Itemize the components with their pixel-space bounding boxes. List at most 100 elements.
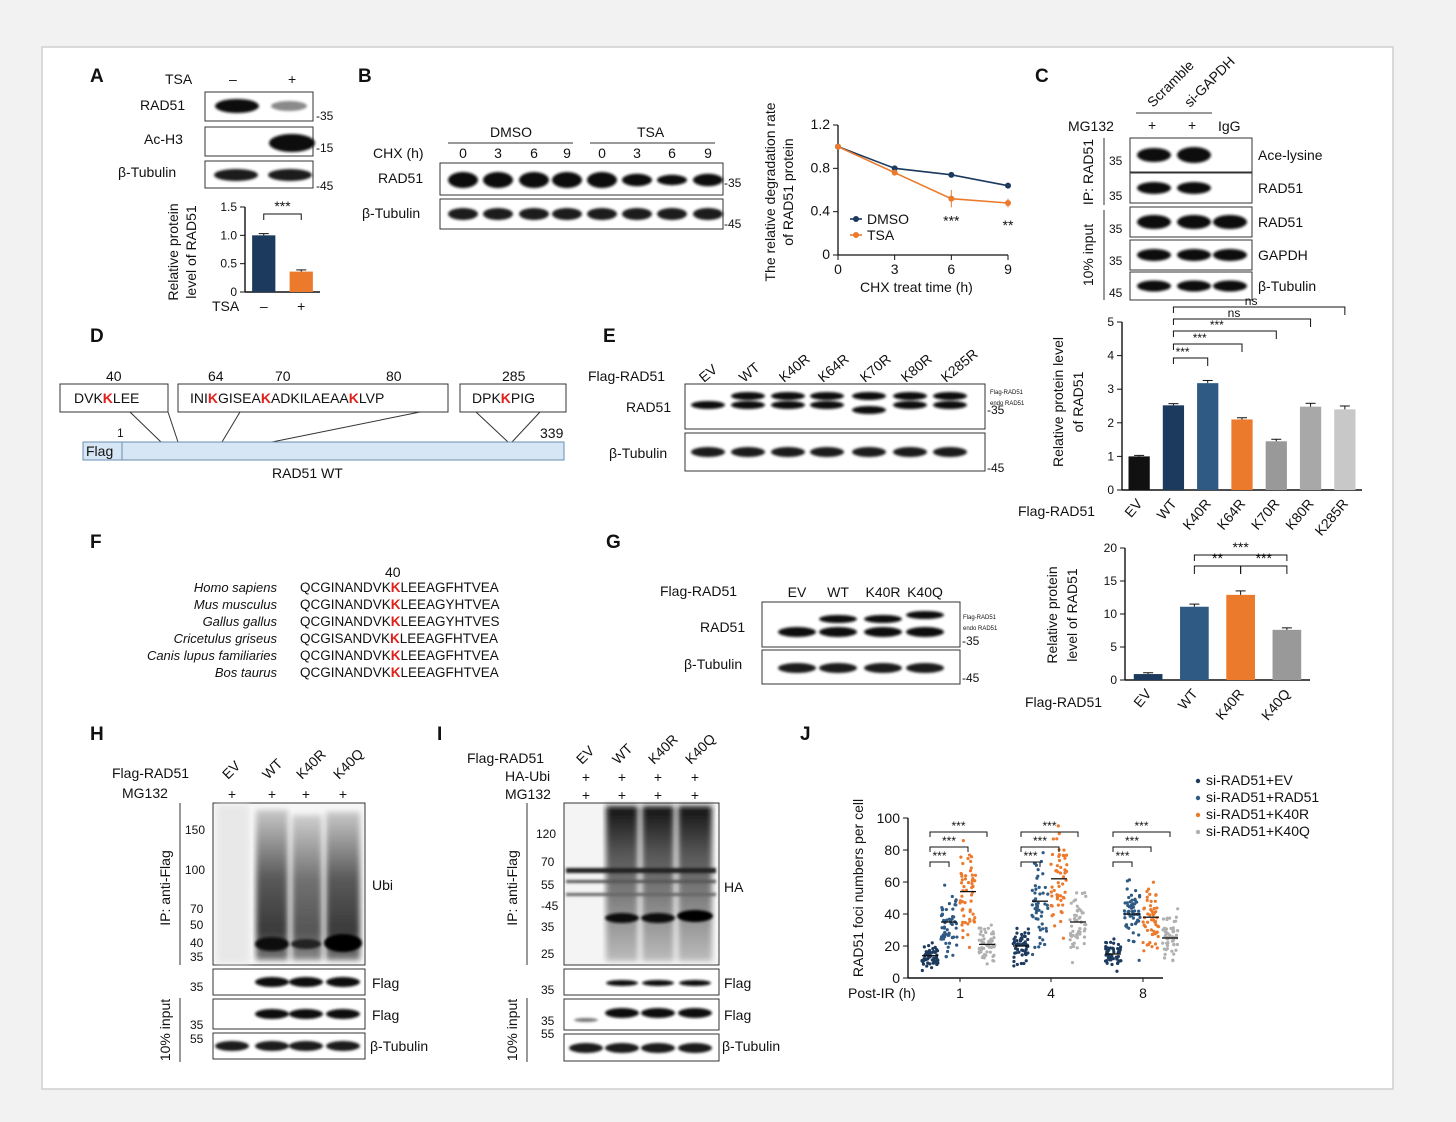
data-point	[1036, 917, 1040, 921]
y-tick-label: 20	[1104, 541, 1118, 555]
data-point	[946, 945, 950, 949]
f-seq-pre: QCGINANDVK	[300, 580, 391, 595]
bar	[252, 235, 276, 292]
band	[657, 174, 687, 186]
data-point	[1012, 959, 1016, 964]
band	[326, 977, 360, 987]
band	[893, 392, 927, 400]
band	[326, 1041, 360, 1051]
band	[605, 913, 639, 923]
data-point	[984, 930, 988, 934]
data-point	[1152, 907, 1156, 911]
legend-marker	[1195, 795, 1201, 801]
data-point	[960, 900, 964, 904]
i-mw-35-b: 35	[541, 983, 555, 997]
g-row-tubulin: β-Tubulin	[684, 656, 742, 672]
c-mg132: MG132	[1068, 118, 1114, 134]
data-point	[1034, 887, 1038, 891]
band	[641, 913, 675, 923]
data-point	[1046, 906, 1050, 910]
data-point	[1105, 961, 1109, 965]
data-point	[931, 949, 936, 954]
y-tick-label: 0	[892, 970, 900, 986]
data-point	[952, 915, 956, 919]
data-point	[1039, 914, 1043, 918]
data-point	[1061, 903, 1065, 907]
data-point	[1022, 934, 1027, 938]
band	[574, 1018, 598, 1022]
i-input-label: 10% input	[504, 999, 520, 1061]
data-point	[1126, 903, 1130, 908]
data-point	[948, 171, 955, 178]
panel-label-e: E	[603, 326, 616, 347]
j-ylabel: RAD51 foci numbers per cell	[850, 799, 866, 977]
bar	[1197, 383, 1219, 490]
g-lane-label: EV	[788, 584, 807, 600]
band	[819, 615, 857, 623]
data-point	[969, 859, 973, 863]
data-point	[1020, 932, 1024, 937]
d-pos-70: 70	[275, 368, 291, 384]
data-point	[973, 873, 978, 877]
f-seq-post: LEEAGFHTVEA	[401, 580, 499, 595]
data-point	[970, 879, 974, 883]
data-point	[942, 935, 947, 939]
i-mw-55: 55	[541, 878, 555, 892]
band	[1177, 147, 1211, 163]
data-point	[1141, 920, 1145, 924]
data-point	[1174, 948, 1178, 952]
data-point	[1171, 959, 1175, 963]
data-point	[928, 962, 932, 966]
h-mw-40: 40	[190, 936, 204, 950]
f-seq-lysine: K	[391, 648, 401, 663]
data-point	[980, 940, 984, 945]
legend-label: si-RAD51+K40R	[1206, 806, 1309, 822]
data-point	[1037, 925, 1041, 929]
data-point	[951, 935, 956, 939]
data-point	[977, 950, 981, 954]
a-ylabel-1: Relative protein	[165, 203, 181, 300]
data-point	[970, 873, 974, 877]
f-pos-40: 40	[385, 564, 401, 580]
legend-marker	[853, 232, 859, 238]
data-point	[1125, 925, 1129, 929]
legend-label: DMSO	[867, 211, 909, 227]
b-time-label: 0	[459, 145, 467, 161]
data-point	[969, 899, 973, 903]
data-point	[1023, 931, 1027, 935]
band	[552, 172, 582, 188]
data-point	[1056, 903, 1060, 907]
g-lane-label: WT	[827, 584, 849, 600]
sig-label: ***	[1193, 331, 1207, 345]
data-point	[1070, 960, 1075, 965]
data-point	[1155, 906, 1159, 910]
sig-bracket	[929, 846, 969, 852]
i-mg132-plus: +	[654, 787, 662, 803]
data-point	[920, 959, 924, 963]
data-point	[944, 907, 948, 912]
f-seq-pre: QCGINANDVK	[300, 648, 391, 663]
data-point	[992, 953, 996, 957]
e-flag-label: Flag-RAD51	[588, 368, 665, 384]
data-point	[945, 928, 949, 932]
y-tick-label: 5	[1107, 315, 1114, 329]
data-point	[920, 968, 924, 973]
a-plus: +	[288, 71, 296, 87]
b-row-rad51: RAD51	[378, 170, 423, 186]
data-point	[1130, 922, 1134, 927]
data-point	[1078, 926, 1082, 931]
data-point	[1068, 918, 1072, 922]
sig-bracket	[1172, 357, 1209, 366]
f-seq-post: LEEAGFHTVEA	[400, 631, 498, 646]
data-point	[1118, 947, 1122, 952]
b-line-chart: The relative degradation rate of RAD51 p…	[762, 102, 1014, 295]
c-row-label: GAPDH	[1258, 247, 1308, 263]
data-point	[1036, 901, 1040, 905]
c-row-label: RAD51	[1258, 180, 1303, 196]
x-tick-label: 1	[956, 985, 964, 1001]
h-ubi-label: Ubi	[372, 877, 393, 893]
data-point	[969, 893, 974, 897]
data-point	[987, 945, 991, 949]
sig-label: ***	[274, 198, 291, 214]
i-haubi-plus: +	[691, 769, 699, 785]
